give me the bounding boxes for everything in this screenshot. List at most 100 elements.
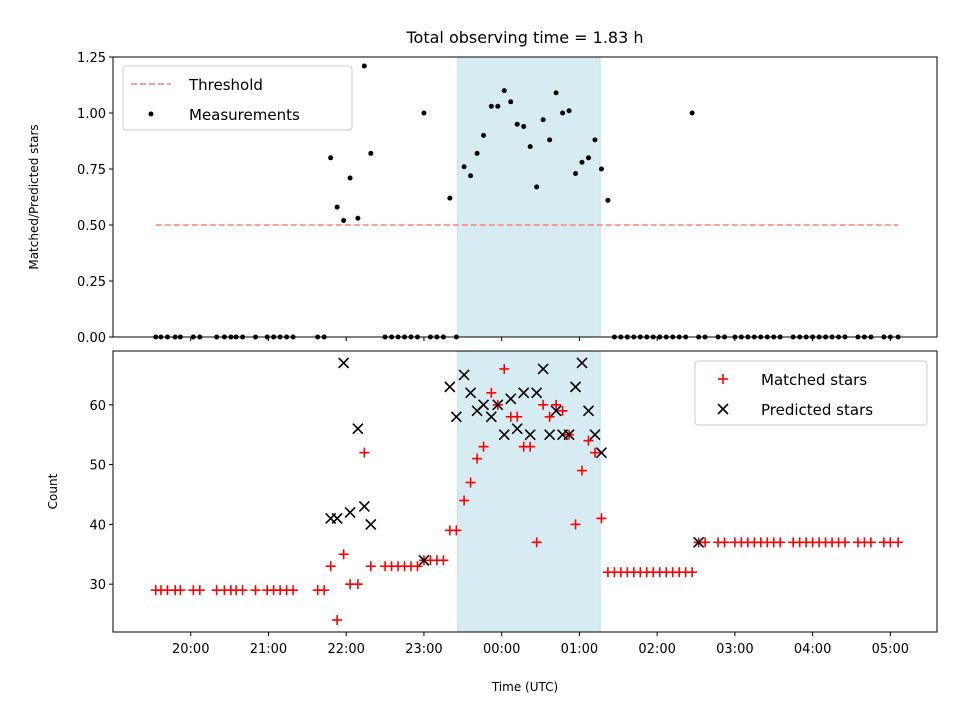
measurement-point [508, 99, 514, 105]
x-tick-label: 04:00 [794, 642, 831, 657]
matched-star-point [194, 585, 205, 596]
matched-star-point [472, 453, 483, 464]
predicted-star-point [595, 447, 608, 459]
predicted-star-point [358, 500, 370, 513]
predicted-star-point [492, 399, 504, 411]
matched-star-point [544, 411, 555, 422]
matched-star-point [325, 561, 336, 572]
predicted-star-point [582, 405, 595, 417]
predicted-star-point [450, 411, 462, 423]
matched-star-point [288, 585, 299, 596]
y-tick-label: 1.00 [77, 107, 106, 122]
bottom-panel: 20:00 21:00 22:00 23:00 00:00 01:00 02:00 03:00… [46, 350, 938, 694]
matched-star-point [451, 525, 462, 536]
measurement-point [361, 63, 367, 69]
predicted-star-point [563, 429, 575, 441]
measurement-point [547, 137, 553, 143]
predicted-star-point [550, 405, 562, 417]
legend-predicted-swatch [717, 403, 729, 415]
matched-star-point [551, 399, 562, 410]
matched-star-point [459, 495, 470, 506]
matched-star-point [332, 615, 343, 626]
predicted-star-point [477, 399, 490, 411]
predicted-star-point [511, 423, 523, 435]
top-plot-frame [112, 56, 938, 338]
matched-star-point [338, 549, 349, 560]
predicted-star-point [344, 506, 356, 518]
measurement-point [368, 150, 374, 156]
bottom-x-ticks: 20:00 21:00 22:00 23:00 00:00 01:00 02:00 03:00… [172, 632, 909, 657]
matched-star-point [531, 537, 542, 548]
x-tick-label: 23:00 [405, 642, 442, 657]
matched-star-point [589, 447, 600, 458]
measurement-point [689, 110, 695, 116]
matched-star-point [237, 585, 248, 596]
measurement-point [347, 175, 353, 181]
predicted-star-point [505, 393, 517, 405]
bottom-marks [150, 357, 904, 626]
y-tick-label: 0.25 [77, 275, 106, 290]
legend-entry-label: Threshold [188, 76, 263, 94]
y-tick-label: 1.25 [77, 51, 106, 66]
matched-star-point [840, 537, 851, 548]
predicted-star-point [693, 536, 705, 548]
measurement-point [534, 184, 540, 190]
top-legend: Threshold Measurements [122, 65, 353, 131]
measurement-point [585, 155, 591, 161]
measurement-point [514, 121, 520, 127]
matched-star-point [365, 561, 376, 572]
top-panel: 0.00 0.25 0.50 0.75 1.00 1.25 Total observing… [27, 28, 938, 346]
measurement-point [540, 117, 546, 123]
predicted-star-point [544, 429, 556, 441]
y-tick-label: 0.00 [77, 331, 106, 346]
measurement-point [573, 170, 579, 176]
x-tick-label: 20:00 [172, 642, 209, 657]
x-tick-label: 00:00 [483, 642, 520, 657]
measurement-point [355, 215, 361, 221]
matched-star-point [557, 405, 568, 416]
x-tick-label: 01:00 [561, 642, 598, 657]
predicted-star-point [531, 387, 543, 399]
measurement-point [605, 197, 611, 203]
matched-star-point [465, 477, 476, 488]
matched-star-point [700, 537, 711, 548]
measurement-point [341, 218, 347, 224]
measurement-point [579, 159, 585, 165]
measurement-point [501, 88, 507, 94]
matched-star-point [596, 513, 607, 524]
top-y-axis-label: Matched/Predicted stars [27, 124, 41, 269]
y-tick-label: 0.50 [77, 219, 106, 234]
matched-star-point [577, 465, 588, 476]
matched-star-point [359, 447, 370, 458]
matched-star-point [478, 441, 489, 452]
x-tick-label: 02:00 [638, 642, 675, 657]
predicted-star-point [576, 357, 588, 369]
matched-star-point [687, 567, 698, 578]
matched-star-point [570, 519, 581, 530]
measurement-point [447, 195, 453, 201]
matched-star-point [538, 399, 549, 410]
legend-matched-swatch [718, 374, 728, 384]
measurement-point [521, 123, 527, 129]
measurement-point [598, 166, 604, 172]
predicted-star-point [589, 429, 601, 441]
y-tick-label: 30 [89, 578, 106, 593]
matched-star-point [499, 363, 510, 374]
measurement-point [553, 90, 559, 96]
matched-star-point [319, 585, 330, 596]
predicted-star-point [518, 387, 530, 399]
measurement-point [461, 164, 467, 170]
predicted-star-point [537, 363, 549, 375]
top-x-ticks [190, 337, 891, 341]
matched-star-point [486, 387, 497, 398]
legend-box [122, 65, 353, 131]
matched-star-point [512, 411, 523, 422]
x-tick-label: 22:00 [327, 642, 364, 657]
predicted-star-point [444, 381, 456, 393]
legend-entry-label: Matched stars [761, 371, 867, 389]
predicted-star-point [331, 512, 343, 524]
legend-measurement-swatch [148, 111, 154, 117]
predicted-star-point [352, 423, 364, 435]
measurement-point [566, 108, 572, 114]
